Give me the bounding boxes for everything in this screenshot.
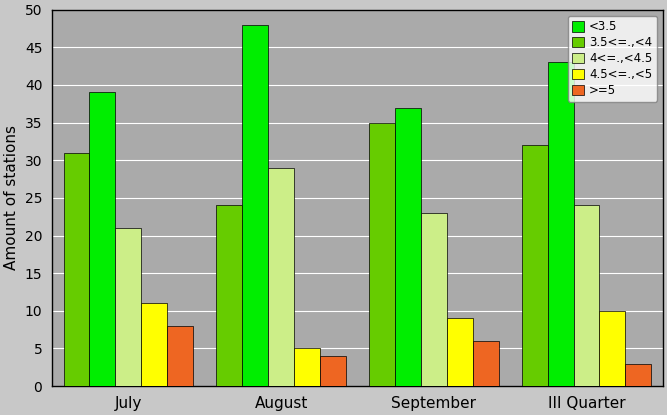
Bar xyxy=(626,364,652,386)
Bar xyxy=(600,311,626,386)
Bar xyxy=(395,107,421,386)
Bar xyxy=(574,205,600,386)
Bar xyxy=(141,303,167,386)
Bar xyxy=(89,93,115,386)
Y-axis label: Amount of stations: Amount of stations xyxy=(4,125,19,271)
Bar xyxy=(320,356,346,386)
Bar xyxy=(63,153,89,386)
Bar xyxy=(421,213,447,386)
Bar xyxy=(369,122,395,386)
Bar xyxy=(447,318,473,386)
Bar xyxy=(167,326,193,386)
Bar xyxy=(548,62,574,386)
Bar xyxy=(473,341,499,386)
Legend: <3.5, 3.5<=.,<4, 4<=.,<4.5, 4.5<=.,<5, >=5: <3.5, 3.5<=.,<4, 4<=.,<4.5, 4.5<=.,<5, >… xyxy=(568,16,657,102)
Bar xyxy=(216,205,242,386)
Bar xyxy=(294,349,320,386)
Bar xyxy=(242,25,268,386)
Bar xyxy=(268,168,294,386)
Bar xyxy=(522,145,548,386)
Bar xyxy=(115,228,141,386)
